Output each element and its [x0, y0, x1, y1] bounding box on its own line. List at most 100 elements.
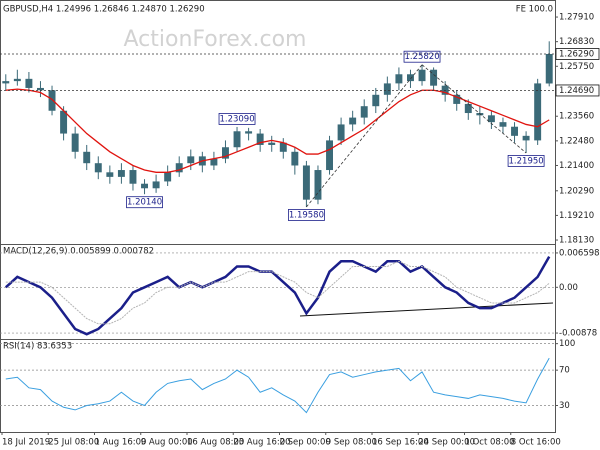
y-tick-label: 70 [559, 366, 570, 376]
candle-body [233, 131, 241, 148]
candle-body [302, 165, 310, 200]
hline-label: 1.24690 [559, 86, 594, 96]
candle-body [175, 163, 183, 173]
x-tick-label: 2 Sep 00:00 [280, 438, 331, 448]
hline-box [555, 84, 600, 97]
fe-note: FE 100.0 [516, 5, 553, 15]
candle-body [407, 74, 414, 82]
x-tick-label: 9 Aug 00:00 [141, 438, 193, 448]
candle-body [511, 126, 518, 136]
candle-body [37, 87, 44, 91]
candle-body [71, 133, 79, 152]
macd-trend-line [299, 302, 554, 317]
candle-body [83, 151, 91, 164]
y-tick-label: -0.00878 [559, 329, 597, 339]
candle-body [360, 106, 368, 118]
candle-body [187, 156, 195, 164]
candle-body [222, 147, 229, 159]
moving-average [5, 88, 550, 173]
annotation-box [288, 209, 325, 221]
annotation-label: 1.21950 [509, 156, 544, 166]
y-tick-label: 30 [559, 401, 570, 411]
candle-body [25, 78, 33, 88]
candle-body [337, 124, 345, 141]
candle-body [256, 133, 264, 145]
candle-body [210, 158, 218, 166]
candle-body [522, 135, 530, 141]
y-tick-label: 1.20290 [559, 186, 594, 196]
annotation-box [507, 155, 545, 167]
annotation-label: 1.20140 [127, 198, 162, 208]
x-tick-label: 25 Jul 08:00 [48, 438, 99, 448]
candle-body [13, 78, 21, 82]
x-tick-label: 8 Oct 16:00 [511, 438, 561, 448]
candle-body [94, 163, 102, 173]
candle-body [2, 81, 10, 84]
candle-body [499, 122, 507, 127]
candle-body [326, 140, 333, 171]
annotation-label: 1.19580 [289, 210, 324, 220]
y-tick-label: 1.19210 [559, 211, 594, 221]
candle-body [418, 69, 426, 82]
candle-body [534, 83, 542, 141]
annotation-box [126, 196, 163, 209]
indicator-line [5, 260, 550, 325]
y-tick-label: 1.22480 [559, 136, 594, 146]
candle-body [453, 94, 461, 104]
candle-body [106, 172, 114, 177]
candle-body [152, 181, 160, 189]
y-tick-label: 1.25750 [559, 62, 594, 72]
candle-body [129, 170, 137, 184]
x-tick-label: 16 Sep 16:00 [372, 438, 429, 448]
candle-body [430, 69, 438, 86]
annotation-label: 1.25820 [404, 52, 439, 62]
x-tick-label: 24 Sep 00:00 [418, 438, 475, 448]
plot-frame [0, 0, 556, 433]
watermark: ActionForex.com [124, 27, 307, 52]
candle-body [164, 172, 172, 182]
candle-body [141, 183, 148, 189]
candle-body [349, 117, 357, 125]
candle-body [545, 53, 553, 84]
candle-body [314, 170, 322, 200]
chart-title: GBPUSD,H4 1.24996 1.26846 1.24870 1.2629… [3, 5, 205, 15]
candle-body [291, 151, 299, 166]
y-tick-label: 0.00 [559, 283, 578, 293]
candle-body [383, 83, 391, 95]
candle-body [464, 103, 472, 114]
candle-body [268, 142, 276, 145]
indicator-line [5, 357, 550, 414]
y-tick-label: 1.23560 [559, 112, 594, 122]
candle-body [60, 110, 68, 134]
candle-body [48, 90, 56, 111]
trend-line [306, 64, 423, 208]
trend-line [421, 64, 527, 154]
y-tick-label: 0.006598 [559, 248, 600, 258]
annotation-box [403, 50, 441, 63]
annotation-box [218, 113, 256, 125]
y-tick-label: 1.18130 [559, 236, 594, 246]
rsi-title: RSI(14) 83.6353 [3, 342, 72, 352]
x-tick-label: 1 Aug 16:00 [95, 438, 147, 448]
y-tick-label: 1.26830 [559, 37, 594, 47]
x-tick-label: 23 Aug 16:00 [233, 438, 290, 448]
candle-body [279, 142, 287, 152]
x-tick-label: 9 Sep 08:00 [326, 438, 377, 448]
candle-body [372, 94, 380, 107]
candle-body [395, 74, 403, 84]
y-tick-label: 100 [559, 339, 575, 349]
candle-body [245, 131, 253, 134]
candle-body [117, 170, 125, 177]
annotation-label: 1.23090 [219, 114, 254, 124]
y-tick-label: 1.21400 [559, 161, 594, 171]
last-price-label: 1.26290 [559, 49, 594, 59]
last-price-box [555, 48, 600, 60]
macd-title: MACD(12,26,9) 0.005899 0.000782 [3, 247, 154, 257]
y-tick-label: 1.27910 [559, 13, 594, 23]
x-tick-label: 1 Oct 08:00 [465, 438, 515, 448]
indicator-line [4, 255, 551, 336]
candle-body [487, 115, 495, 123]
x-tick-label: 18 Jul 2019 [2, 438, 50, 448]
